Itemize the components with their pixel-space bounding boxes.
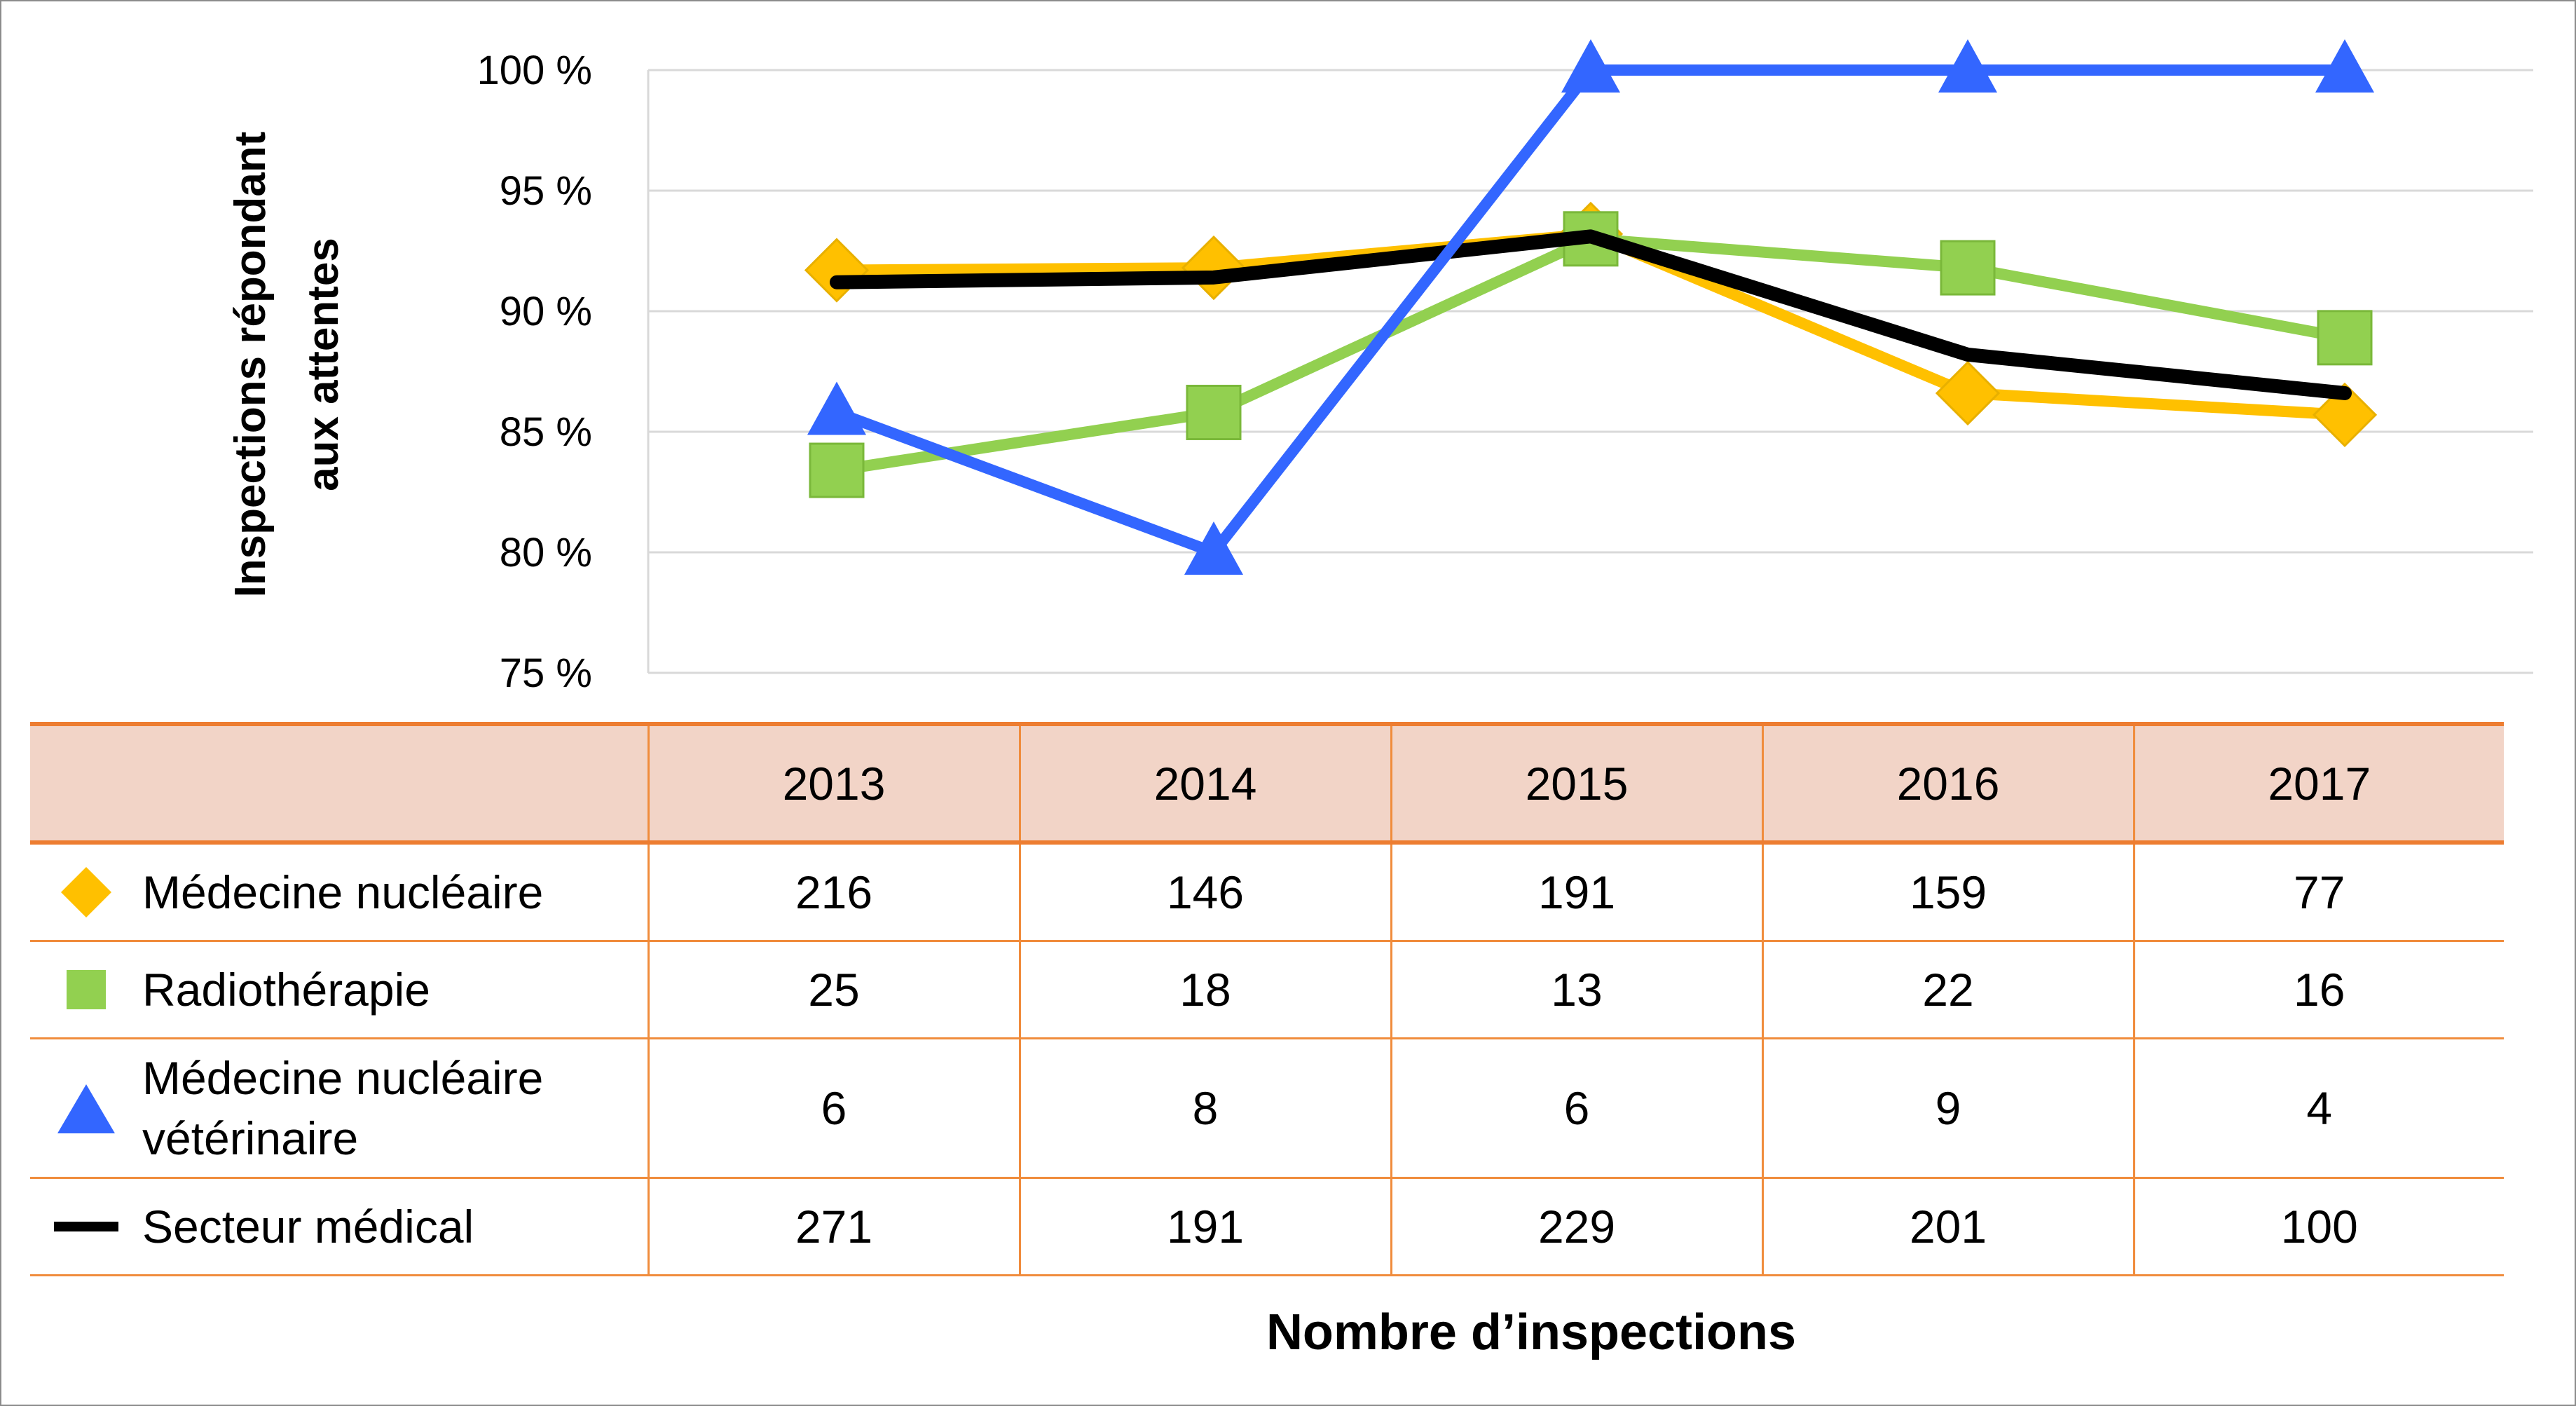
table-header-year: 2013 [647, 722, 1020, 845]
table-cell: 191 [1018, 1178, 1391, 1276]
table-cell: 201 [1761, 1178, 2134, 1276]
table-cell: 22 [1761, 941, 2134, 1039]
y-tick-label: 90 % [500, 289, 592, 334]
data-point-square [1940, 240, 1996, 296]
square-marker-icon [67, 970, 106, 1009]
series-square [809, 211, 2373, 498]
x-axis-title: Nombre d’inspections [1266, 1304, 1797, 1360]
legend-label-line-1: Médecine nucléaire [142, 1052, 544, 1104]
triangle-marker-icon [57, 1084, 115, 1133]
legend-label-line-2: vétérinaire [142, 1112, 359, 1164]
table-header-corner [30, 722, 648, 845]
table-header-year: 2015 [1390, 722, 1762, 845]
table-cell: 4 [2132, 1038, 2504, 1179]
data-point-diamond [1181, 235, 1247, 301]
data-point-diamond [1935, 360, 2001, 426]
data-point-diamond [2312, 382, 2378, 448]
table-cell: 271 [647, 1178, 1020, 1276]
table-cell: 146 [1018, 842, 1391, 942]
table-cell: 6 [1390, 1038, 1762, 1179]
data-point-triangle [1561, 39, 1620, 93]
data-point-square [809, 442, 865, 498]
legend-entry-secteur-medical: Secteur médical [30, 1178, 648, 1276]
table-cell: 229 [1390, 1178, 1762, 1276]
table-row: Médecine nucléaire 216 146 191 159 77 [30, 842, 2504, 942]
legend-label: Radiothérapie [142, 964, 430, 1016]
data-point-square [2317, 310, 2373, 366]
y-tick-label: 95 % [500, 168, 592, 214]
series-line [830, 229, 2352, 400]
diamond-marker-icon [61, 867, 111, 917]
data-point-square [1186, 384, 1242, 440]
data-point-triangle [1938, 39, 1997, 93]
table-header-year: 2014 [1018, 722, 1391, 845]
table-row: Médecine nucléaire vétérinaire 6 8 6 9 4 [30, 1038, 2504, 1179]
table-header-year: 2016 [1761, 722, 2134, 845]
table-cell: 6 [647, 1038, 1020, 1179]
legend-entry-medecine-nucleaire: Médecine nucléaire [30, 842, 648, 942]
legend-entry-radiotherapie: Radiothérapie [30, 941, 648, 1039]
data-point-diamond [804, 238, 870, 303]
line-marker-icon [54, 1222, 118, 1231]
y-axis-label-line-2: aux attentes [299, 238, 348, 491]
table-cell: 9 [1761, 1038, 2134, 1179]
data-point-triangle [2315, 39, 2374, 93]
table-cell: 100 [2132, 1178, 2504, 1276]
table-cell: 25 [647, 941, 1020, 1039]
table-header-year: 2017 [2132, 722, 2504, 845]
y-tick-label: 75 % [500, 650, 592, 696]
table-cell: 18 [1018, 941, 1391, 1039]
table-cell: 16 [2132, 941, 2504, 1039]
table-cell: 77 [2132, 842, 2504, 942]
table-header-row: 2013 2014 2015 2016 2017 [30, 722, 2504, 845]
table-cell: 159 [1761, 842, 2134, 942]
legend-entry-medecine-nucleaire-veterinaire: Médecine nucléaire vétérinaire [30, 1038, 648, 1179]
series-triangle [807, 39, 2374, 575]
table-row: Radiothérapie 25 18 13 22 16 [30, 941, 2504, 1039]
y-axis-label-line-1: Inspections répondant [226, 132, 275, 598]
series-lines [804, 39, 2378, 575]
y-tick-label: 100 % [477, 48, 592, 93]
y-tick-label: 85 % [500, 409, 592, 455]
data-point-triangle [1184, 521, 1243, 575]
legend-label: Médecine nucléaire [142, 866, 544, 918]
table-cell: 8 [1018, 1038, 1391, 1179]
y-tick-labels: 100 % 95 % 90 % 85 % 80 % 75 % [477, 48, 592, 696]
series-line [830, 229, 2352, 400]
legend-label: Secteur médical [142, 1201, 474, 1253]
data-point-triangle [807, 381, 866, 435]
gridlines [647, 69, 2533, 674]
y-tick-label: 80 % [500, 530, 592, 575]
line-chart: 100 % 95 % 90 % 85 % 80 % 75 % Inspections ré… [226, 39, 2533, 696]
table-cell: 13 [1390, 941, 1762, 1039]
table-cell: 191 [1390, 842, 1762, 942]
inspection-count-table: 2013 2014 2015 2016 2017 Médecine nucléa… [30, 722, 2504, 1276]
table-cell: 216 [647, 842, 1020, 942]
table-row: Secteur médical 271 191 229 201 100 [30, 1178, 2504, 1276]
